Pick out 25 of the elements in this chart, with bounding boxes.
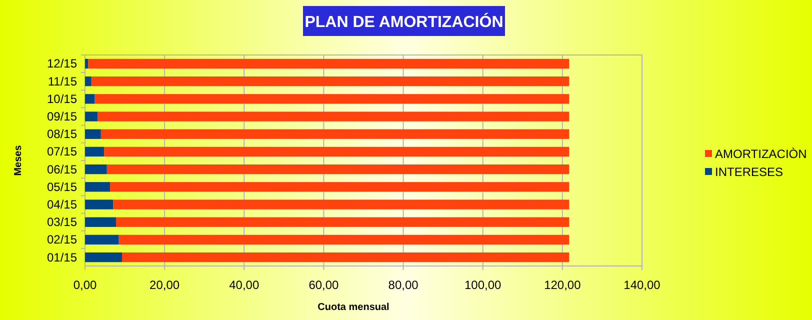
x-tick-label: 20,00 (150, 278, 180, 292)
chart-title: PLAN DE AMORTIZACIÓN (304, 12, 504, 31)
y-tick-label: 06/15 (46, 162, 78, 176)
y-tick-label: 03/15 (46, 215, 78, 230)
x-tick-label: 100,00 (464, 278, 502, 292)
x-tick-label: 140,00 (624, 278, 661, 292)
y-tick-label: 07/15 (46, 144, 78, 159)
x-tick-label: 120,00 (544, 278, 582, 292)
y-tick-label: 12/15 (46, 56, 78, 71)
y-tick-label: 04/15 (46, 197, 78, 212)
y-tick-label: 05/15 (46, 180, 78, 194)
x-tick-label: 80,00 (388, 278, 419, 292)
legend-label: INTERESES (715, 165, 784, 179)
y-tick-label: 09/15 (46, 110, 78, 124)
legend-label: AMORTIZACIÒN (715, 147, 807, 161)
x-axis-title: Cuota mensual (318, 302, 390, 313)
y-axis-title: Meses (13, 144, 24, 176)
y-tick-label: 10/15 (46, 92, 78, 106)
y-tick-label: 02/15 (46, 232, 78, 247)
x-tick-label: 40,00 (229, 278, 260, 292)
x-tick-label: 60,00 (308, 278, 340, 292)
y-tick-label: 08/15 (46, 127, 78, 142)
y-tick-label: 01/15 (46, 250, 78, 264)
x-tick-label: 0,00 (73, 278, 97, 292)
y-tick-label: 11/15 (48, 74, 78, 88)
